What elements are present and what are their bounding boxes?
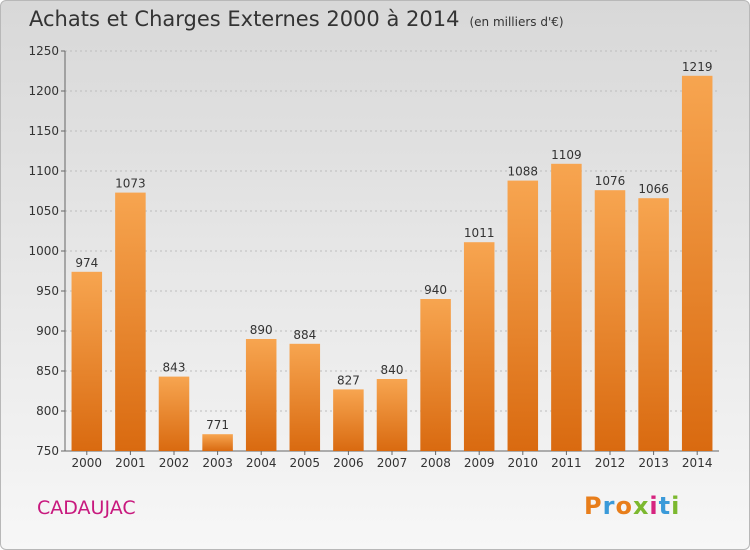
logo-letter: o bbox=[615, 492, 633, 520]
bar-2003 bbox=[202, 434, 233, 451]
data-label-2006: 827 bbox=[337, 373, 360, 387]
x-tick-label-2005: 2005 bbox=[290, 456, 321, 470]
bar-2002 bbox=[158, 376, 190, 451]
x-tick-label-2011: 2011 bbox=[551, 456, 582, 470]
y-tick-label: 1150 bbox=[28, 124, 59, 138]
y-tick-label: 1050 bbox=[28, 204, 59, 218]
bar-2009 bbox=[463, 242, 495, 451]
data-label-2009: 1011 bbox=[464, 226, 495, 240]
bar-2013 bbox=[638, 198, 669, 451]
logo-letter: i bbox=[649, 492, 659, 520]
bar-2011 bbox=[551, 163, 582, 452]
data-label-2013: 1066 bbox=[638, 182, 669, 196]
data-label-2005: 884 bbox=[293, 328, 316, 342]
chart-title-text: Achats et Charges Externes 2000 à 2014 bbox=[29, 7, 460, 31]
data-label-2014: 1219 bbox=[682, 60, 713, 74]
y-tick-label: 1200 bbox=[28, 84, 59, 98]
data-label-2007: 840 bbox=[381, 363, 404, 377]
data-label-2001: 1073 bbox=[115, 177, 146, 191]
logo-letter: P bbox=[584, 492, 603, 520]
y-tick-label: 750 bbox=[36, 444, 59, 458]
city-name: CADAUJAC bbox=[37, 497, 136, 519]
bar-2005 bbox=[289, 343, 321, 451]
axes: 750 800 850 900 950 1000 1050 1100 1150 1200 1250 2… bbox=[28, 44, 719, 470]
data-label-2008: 940 bbox=[424, 283, 447, 297]
y-tick-label: 950 bbox=[36, 284, 59, 298]
bar-2012 bbox=[594, 190, 626, 451]
bar-2008 bbox=[420, 299, 451, 451]
bar-2004 bbox=[245, 339, 277, 451]
bar-2007 bbox=[376, 379, 408, 451]
chart-title: Achats et Charges Externes 2000 à 2014 (e… bbox=[29, 7, 564, 31]
bar-2006 bbox=[333, 389, 364, 451]
bar-2000 bbox=[71, 271, 103, 451]
x-tick-label-2013: 2013 bbox=[638, 456, 669, 470]
chart-subtitle: (en milliers d'€) bbox=[469, 15, 564, 29]
x-tick-label-2012: 2012 bbox=[595, 456, 626, 470]
data-label-2004: 890 bbox=[250, 323, 273, 337]
bar-2001 bbox=[115, 192, 146, 451]
x-tick-label-2014: 2014 bbox=[682, 456, 713, 470]
data-label-2000: 974 bbox=[75, 256, 98, 270]
y-tick-label: 900 bbox=[36, 324, 59, 338]
logo-letter: r bbox=[602, 492, 616, 520]
y-tick-label: 850 bbox=[36, 364, 59, 378]
x-tick-label-2002: 2002 bbox=[159, 456, 190, 470]
x-tick-label-2009: 2009 bbox=[464, 456, 495, 470]
x-tick-label-2004: 2004 bbox=[246, 456, 277, 470]
bar-2014 bbox=[681, 75, 713, 452]
data-label-2010: 1088 bbox=[508, 165, 539, 179]
y-tick-label: 1250 bbox=[28, 44, 59, 58]
logo-letter: t bbox=[658, 492, 672, 520]
x-tick-label-2000: 2000 bbox=[72, 456, 103, 470]
x-tick-label-2007: 2007 bbox=[377, 456, 408, 470]
logo-letter: i bbox=[671, 492, 681, 520]
y-tick-label: 1100 bbox=[28, 164, 59, 178]
x-tick-label-2010: 2010 bbox=[508, 456, 539, 470]
data-label-2011: 1109 bbox=[551, 148, 582, 162]
x-tick-label-2001: 2001 bbox=[115, 456, 146, 470]
x-tick-label-2003: 2003 bbox=[202, 456, 233, 470]
data-label-2002: 843 bbox=[163, 361, 186, 375]
x-tick-label-2008: 2008 bbox=[420, 456, 451, 470]
bar-2010 bbox=[507, 180, 539, 451]
x-tick-label-2006: 2006 bbox=[333, 456, 364, 470]
bars bbox=[71, 75, 713, 452]
proxiti-logo[interactable]: Proxiti bbox=[584, 492, 680, 520]
data-label-2003: 771 bbox=[206, 418, 229, 432]
logo-letter: x bbox=[632, 492, 650, 520]
data-label-2012: 1076 bbox=[595, 174, 626, 188]
y-tick-label: 1000 bbox=[28, 244, 59, 258]
y-tick-label: 800 bbox=[36, 404, 59, 418]
data-labels: 974 1073 843 771 890 884 827 840 940 1011 1088 1109… bbox=[75, 60, 712, 432]
